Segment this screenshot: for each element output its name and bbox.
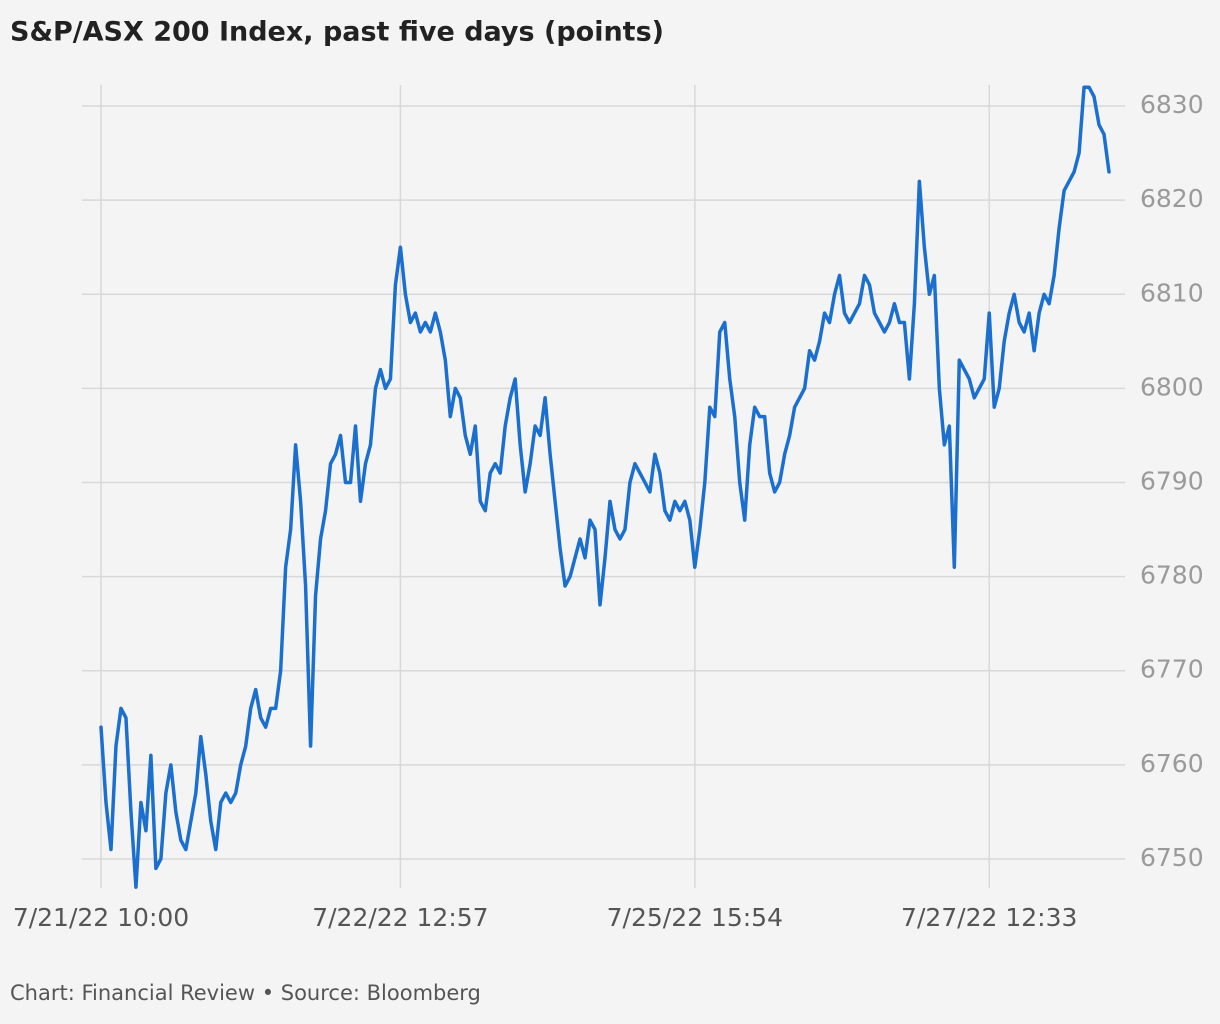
y-tick-label: 6810 bbox=[1140, 278, 1204, 307]
x-tick-label: 7/25/22 15:54 bbox=[607, 903, 783, 932]
y-tick-label: 6820 bbox=[1140, 184, 1204, 213]
y-tick-label: 6830 bbox=[1140, 90, 1204, 119]
y-tick-label: 6800 bbox=[1140, 372, 1204, 401]
footer: Chart: Financial Review • Source: Bloomb… bbox=[10, 981, 481, 1005]
price-line bbox=[99, 85, 1111, 889]
x-tick-label: 7/21/22 10:00 bbox=[13, 903, 189, 932]
y-tick-label: 6790 bbox=[1140, 466, 1204, 495]
y-tick-label: 6780 bbox=[1140, 561, 1204, 590]
y-tick-label: 6760 bbox=[1140, 749, 1204, 778]
y-tick-label: 6750 bbox=[1140, 843, 1204, 872]
x-tick-label: 7/22/22 12:57 bbox=[312, 903, 488, 932]
chart-title: S&P/ASX 200 Index, past five days (point… bbox=[10, 17, 664, 48]
x-tick-label: 7/27/22 12:33 bbox=[901, 903, 1077, 932]
y-tick-label: 6770 bbox=[1140, 655, 1204, 684]
